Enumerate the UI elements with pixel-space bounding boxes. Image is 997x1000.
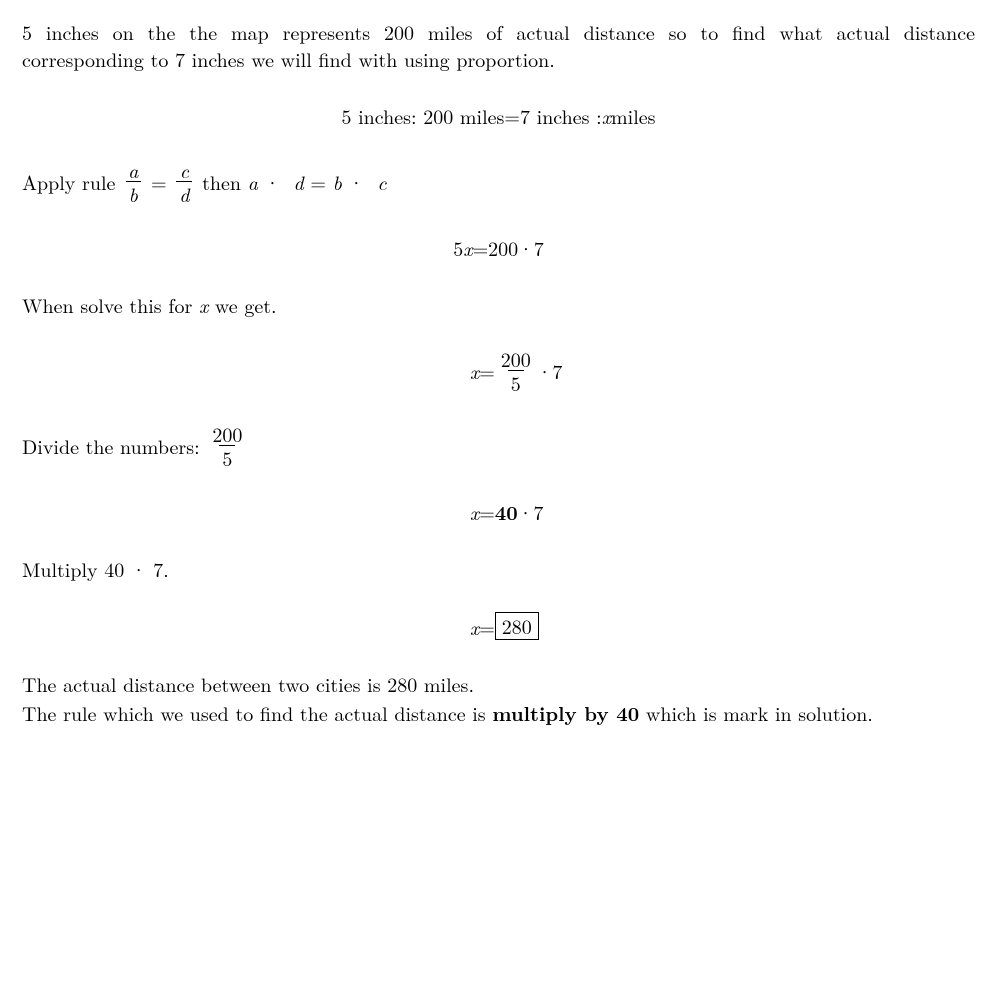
eq4-var: x <box>470 498 479 525</box>
prop-lhs-b: : 200 miles <box>411 102 504 129</box>
prop-rhs-var: x <box>602 102 611 129</box>
prop-lhs-a: 5 inches <box>341 102 411 129</box>
apply-rule-line: Apply rule a b = c d then a · d = b · c <box>22 159 975 204</box>
solve-var: x <box>199 291 208 318</box>
frac-ab-num: a <box>125 159 141 181</box>
prop-rhs-b: miles <box>611 102 656 129</box>
eq3-den: 5 <box>508 370 524 393</box>
eq4-bold40: 40 <box>495 498 518 525</box>
cross-d: d <box>293 168 303 195</box>
prop-eq: = <box>504 102 520 129</box>
eq-5x-equals: 5 x = 200 · 7 <box>22 234 975 261</box>
eq2-eq: = <box>473 234 489 261</box>
eq5-var: x <box>470 613 479 640</box>
rule-eq1: = <box>144 168 173 195</box>
frac-cd: c d <box>176 159 192 204</box>
divide-numbers-line: Divide the numbers: 200 5 <box>22 423 975 468</box>
solve-post: we get. <box>208 291 276 318</box>
solve-pre: When solve this for <box>22 291 199 318</box>
conclusion-1: The actual distance between two cities i… <box>22 670 975 697</box>
frac-ab: a b <box>125 159 141 204</box>
boxed-answer: 280 <box>495 612 539 640</box>
eq-x-equals-40-7: x = 40 · 7 <box>22 498 975 525</box>
apply-rule-then: then <box>195 168 247 195</box>
cross-dot2: · <box>342 168 378 195</box>
solve-for-x-line: When solve this for x we get. <box>22 291 975 318</box>
eq3-var: x <box>470 357 479 384</box>
prop-rhs-a: 7 inches : <box>520 102 602 129</box>
divide-frac: 200 5 <box>209 423 245 468</box>
divide-label: Divide the numbers: <box>22 432 206 459</box>
multiply-line: Multiply 40 · 7. <box>22 555 975 582</box>
intro-paragraph: 5 inches on the the map represents 200 m… <box>22 18 975 72</box>
eq4-dot: · <box>518 498 534 525</box>
frac-cd-den: d <box>176 181 192 204</box>
eq2-coef: 5 <box>453 234 463 261</box>
eq2-dot: · <box>518 234 534 261</box>
conc2-bold: multiply by 40 <box>492 698 639 727</box>
apply-rule-prefix: Apply rule <box>22 168 122 195</box>
cross-a: a <box>248 168 258 195</box>
eq2-200: 200 <box>488 234 518 261</box>
eq-x-equals-frac: x = 200 5 · 7 <box>22 348 975 393</box>
cross-eq: = <box>304 168 333 195</box>
eq5-eq: = <box>479 613 495 640</box>
divide-den: 5 <box>219 445 235 468</box>
eq4-eq: = <box>479 498 495 525</box>
conc2-pre: The rule which we used to find the actua… <box>22 698 492 727</box>
eq3-frac: 200 5 <box>498 348 534 393</box>
cross-c: c <box>377 168 386 195</box>
cross-dot1: · <box>258 168 294 195</box>
eq2-var: x <box>463 234 472 261</box>
conc2-post: which is mark in solution. <box>639 698 873 727</box>
frac-ab-den: b <box>126 181 141 204</box>
eq2-7: 7 <box>534 234 544 261</box>
eq-x-equals-box: x = 280 <box>22 612 975 640</box>
eq4-7: 7 <box>533 498 543 525</box>
conclusion-2: The rule which we used to find the actua… <box>22 699 975 726</box>
cross-b: b <box>333 168 342 195</box>
frac-cd-num: c <box>177 159 192 181</box>
eq3-mult: 7 <box>552 357 562 384</box>
proportion-equation: 5 inches : 200 miles = 7 inches : x mile… <box>22 102 975 129</box>
eq3-eq: = <box>479 357 495 384</box>
eq3-num: 200 <box>498 348 534 370</box>
eq3-dot: · <box>537 357 553 384</box>
divide-num: 200 <box>209 423 245 445</box>
